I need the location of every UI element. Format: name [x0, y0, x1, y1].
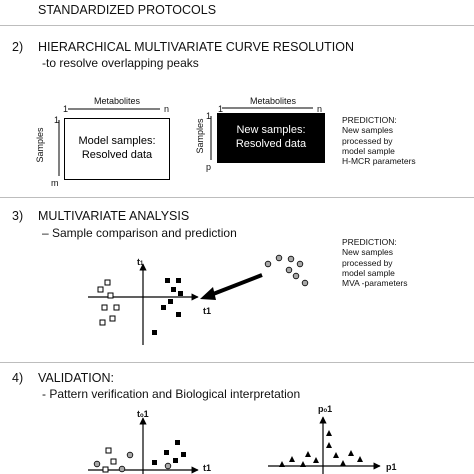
- loading-plot-x-label: p1: [386, 462, 397, 472]
- filled-square-point: [161, 305, 166, 310]
- right-matrix-row-end: p: [206, 162, 212, 172]
- open-square-point: [109, 315, 116, 322]
- triangle-point: [326, 442, 332, 448]
- open-square-point: [105, 447, 112, 454]
- new-sample-point: [93, 460, 101, 468]
- left-matrix-row-start: 1: [54, 115, 60, 125]
- divider: [0, 197, 474, 198]
- right-matrix-row-start: 1: [206, 111, 212, 121]
- triangle-point: [279, 461, 285, 467]
- new-sample-point: [285, 266, 293, 274]
- new-sample-point: [164, 462, 172, 470]
- divider: [0, 362, 474, 363]
- open-square-point: [99, 319, 106, 326]
- new-sample-point: [264, 260, 272, 268]
- triangle-point: [340, 460, 346, 466]
- score-group-new-samples: [264, 254, 309, 287]
- filled-square-point: [181, 452, 186, 457]
- filled-square-point: [175, 440, 180, 445]
- left-matrix-col-label: Metabolites: [94, 96, 141, 106]
- triangle-point: [348, 450, 354, 456]
- validation-new-samples: [93, 451, 172, 473]
- score-group-filled-squares: [152, 278, 183, 335]
- triangle-point: [357, 456, 363, 462]
- validation-filled-squares: [152, 440, 186, 465]
- divider: [0, 25, 474, 26]
- validation-open-squares: [102, 447, 117, 473]
- new-sample-point: [126, 451, 134, 459]
- new-sample-point: [118, 465, 126, 473]
- new-sample-point: [287, 255, 295, 263]
- triangle-point: [289, 456, 295, 462]
- open-square-point: [104, 279, 111, 286]
- new-box-line2: Resolved data: [235, 138, 307, 150]
- open-square-point: [110, 458, 117, 465]
- section-2-number: 2): [12, 40, 24, 54]
- open-square-point: [102, 466, 109, 473]
- section-2-subtitle: -to resolve overlapping peaks: [42, 56, 199, 70]
- model-box-line1: Model samples:: [78, 135, 156, 148]
- section-4-title: VALIDATION:: [38, 371, 114, 385]
- triangle-point: [300, 461, 306, 467]
- open-square-point: [113, 304, 120, 311]
- filled-square-point: [165, 278, 170, 283]
- left-matrix-row-end: m: [51, 178, 59, 188]
- filled-square-point: [176, 278, 181, 283]
- section-3-title: MULTIVARIATE ANALYSIS: [38, 209, 190, 223]
- filled-square-point: [171, 287, 176, 292]
- loading-triangles: [279, 430, 363, 467]
- new-sample-point: [275, 254, 283, 262]
- open-square-point: [107, 292, 114, 299]
- prediction-arrow-shaft: [207, 273, 263, 298]
- open-square-point: [101, 304, 108, 311]
- new-sample-point: [296, 260, 304, 268]
- prediction-arrow-head: [200, 287, 216, 300]
- triangle-point: [313, 457, 319, 463]
- validation-score-y-label: to1: [137, 409, 149, 420]
- model-box-line2: Resolved data: [81, 149, 153, 161]
- section-3-subtitle: – Sample comparison and prediction: [42, 226, 237, 240]
- filled-square-point: [173, 458, 178, 463]
- filled-square-point: [178, 291, 183, 296]
- hmcr-prediction-text: PREDICTION: New samples processed by mod…: [342, 115, 416, 167]
- right-matrix-col-end: n: [317, 104, 323, 114]
- validation-score-x-label: t1: [203, 463, 212, 473]
- filled-square-point: [152, 460, 157, 465]
- filled-square-point: [176, 312, 181, 317]
- score-group-open-squares: [97, 279, 120, 326]
- left-matrix-col-end: n: [164, 104, 170, 114]
- filled-square-point: [164, 450, 169, 455]
- page-header: STANDARDIZED PROTOCOLS: [38, 3, 217, 17]
- filled-square-point: [152, 330, 157, 335]
- new-samples-box: New samples: Resolved data: [217, 113, 325, 163]
- triangle-point: [305, 451, 311, 457]
- filled-square-point: [168, 299, 173, 304]
- left-matrix-col-start: 1: [63, 104, 69, 114]
- score-plot-x-label: t1: [203, 306, 212, 316]
- loading-plot-y-label: po1: [318, 404, 333, 415]
- open-square-point: [97, 286, 104, 293]
- model-samples-box: Model samples: Resolved data: [64, 118, 170, 180]
- new-box-line1: New samples:: [236, 124, 306, 137]
- mva-prediction-text: PREDICTION: New samples processed by mod…: [342, 237, 408, 289]
- section-3-number: 3): [12, 209, 24, 223]
- section-4-number: 4): [12, 371, 24, 385]
- right-matrix-col-label: Metabolites: [250, 96, 297, 106]
- section-4-subtitle: - Pattern verification and Biological in…: [42, 387, 301, 401]
- new-sample-point: [292, 272, 300, 280]
- new-sample-point: [301, 279, 309, 287]
- section-2-title: HIERARCHICAL MULTIVARIATE CURVE RESOLUTI…: [38, 40, 355, 54]
- triangle-point: [326, 430, 332, 436]
- triangle-point: [333, 452, 339, 458]
- right-matrix-col-start: 1: [218, 104, 224, 114]
